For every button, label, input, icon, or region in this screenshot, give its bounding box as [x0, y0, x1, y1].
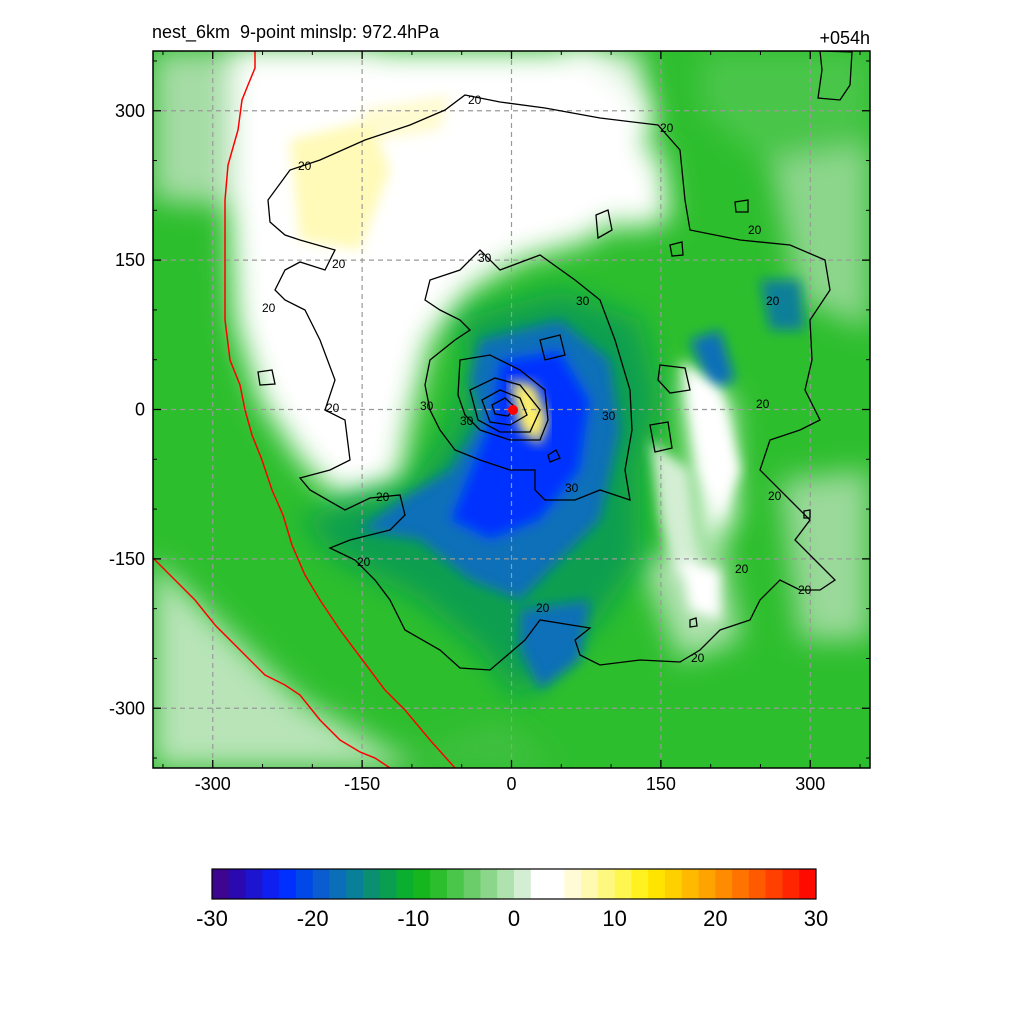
- y-tick-label: 0: [135, 400, 145, 420]
- contour-lines: [257, 51, 853, 671]
- y-tick-label: 300: [115, 101, 145, 121]
- colorbar-swatch: [581, 869, 599, 899]
- storm-center-marker: [508, 405, 518, 415]
- x-tick-label: -150: [344, 774, 380, 794]
- colorbar-swatch: [631, 869, 649, 899]
- colorbar-swatch: [463, 869, 481, 899]
- contour-label: 20: [376, 490, 390, 504]
- contour-label: 20: [262, 301, 276, 315]
- contour-label: 30: [565, 481, 579, 495]
- x-tick-label: 0: [506, 774, 516, 794]
- contour-label: 20: [298, 159, 312, 173]
- colorbar-swatch: [279, 869, 297, 899]
- contour-label: 20: [660, 121, 674, 135]
- colorbar-swatch: [446, 869, 465, 899]
- contour-label: 20: [735, 562, 749, 576]
- colorbar-swatch: [514, 869, 532, 899]
- colorbar-swatch: [212, 869, 230, 899]
- colorbar-swatch: [413, 869, 431, 899]
- y-tick-label: 150: [115, 250, 145, 270]
- colorbar-swatch: [396, 869, 414, 899]
- colorbar-frame: [211, 868, 817, 900]
- contour-label: 20: [798, 583, 812, 597]
- colorbar-swatch: [665, 869, 683, 899]
- colorbar-swatch: [245, 869, 263, 899]
- colorbar-swatch: [681, 869, 700, 899]
- colorbar-swatch: [262, 869, 280, 899]
- colorbar-swatch: [597, 869, 616, 899]
- coastline: [153, 51, 456, 768]
- colorbar-swatch: [363, 869, 381, 899]
- colorbar-swatch: [547, 869, 565, 899]
- colorbar-swatch: [379, 869, 398, 899]
- contour-label: 20: [332, 257, 346, 271]
- x-tick-label: 150: [646, 774, 676, 794]
- colorbar-tick-label: -30: [196, 906, 228, 931]
- y-tick-label: -150: [109, 549, 145, 569]
- colorbar-swatch: [228, 869, 247, 899]
- contour-label-group: 20 20 20 20 20 20 20 20 20 20 20 20 20 2…: [262, 93, 812, 665]
- y-tick-label: -300: [109, 698, 145, 718]
- grid-lines: [153, 51, 870, 768]
- contour-label: 30: [478, 251, 492, 265]
- contour-label: 30: [576, 294, 590, 308]
- colorbar-swatch: [295, 869, 314, 899]
- colorbar-tick-label: 10: [602, 906, 626, 931]
- contour-label: 20: [536, 601, 550, 615]
- colorbar-swatch: [530, 869, 549, 899]
- contour-label: 30: [602, 409, 616, 423]
- colorbar-swatch: [698, 869, 716, 899]
- colorbar-swatch: [346, 869, 364, 899]
- colorbar-tick-label: -20: [297, 906, 329, 931]
- contour-label: 30: [460, 414, 474, 428]
- contour-label: 20: [357, 555, 371, 569]
- axes: -300 -150 0 150 300 300 150 0 -150 -300: [109, 51, 870, 794]
- contour-label: 20: [766, 294, 780, 308]
- colorbar-swatch: [430, 869, 448, 899]
- contour-label: 20: [691, 651, 705, 665]
- colorbar-tick-label: 30: [804, 906, 828, 931]
- colorbar-swatch: [614, 869, 632, 899]
- colorbar-tick-label: 20: [703, 906, 727, 931]
- colorbar-swatch: [715, 869, 733, 899]
- contour-label: 20: [756, 397, 770, 411]
- contour-label: 20: [468, 93, 482, 107]
- colorbar-swatch: [732, 869, 750, 899]
- colorbar-swatch: [799, 869, 817, 899]
- map-title: nest_6km 9-point minslp: 972.4hPa: [152, 22, 440, 42]
- x-tick-label: -300: [195, 774, 231, 794]
- colorbar-swatch: [782, 869, 800, 899]
- forecast-hour: +054h: [819, 28, 870, 48]
- colorbar-swatch: [312, 869, 330, 899]
- contour-label: 20: [326, 401, 340, 415]
- contour-label: 30: [420, 399, 434, 413]
- colorbar-swatch: [564, 869, 582, 899]
- x-tick-label: 300: [795, 774, 825, 794]
- contour-label: 20: [768, 489, 782, 503]
- colorbar-tick-label: -10: [397, 906, 429, 931]
- colorbar-swatch: [497, 869, 515, 899]
- colorbar: -30 -20 -10 0 10 20 30: [196, 868, 828, 931]
- colorbar-tick-label: 0: [508, 906, 520, 931]
- colorbar-swatch: [765, 869, 783, 899]
- colorbar-swatch: [748, 869, 767, 899]
- colorbar-swatch: [648, 869, 666, 899]
- contour-label: 20: [748, 223, 762, 237]
- colorbar-swatch: [329, 869, 347, 899]
- colorbar-swatch: [480, 869, 498, 899]
